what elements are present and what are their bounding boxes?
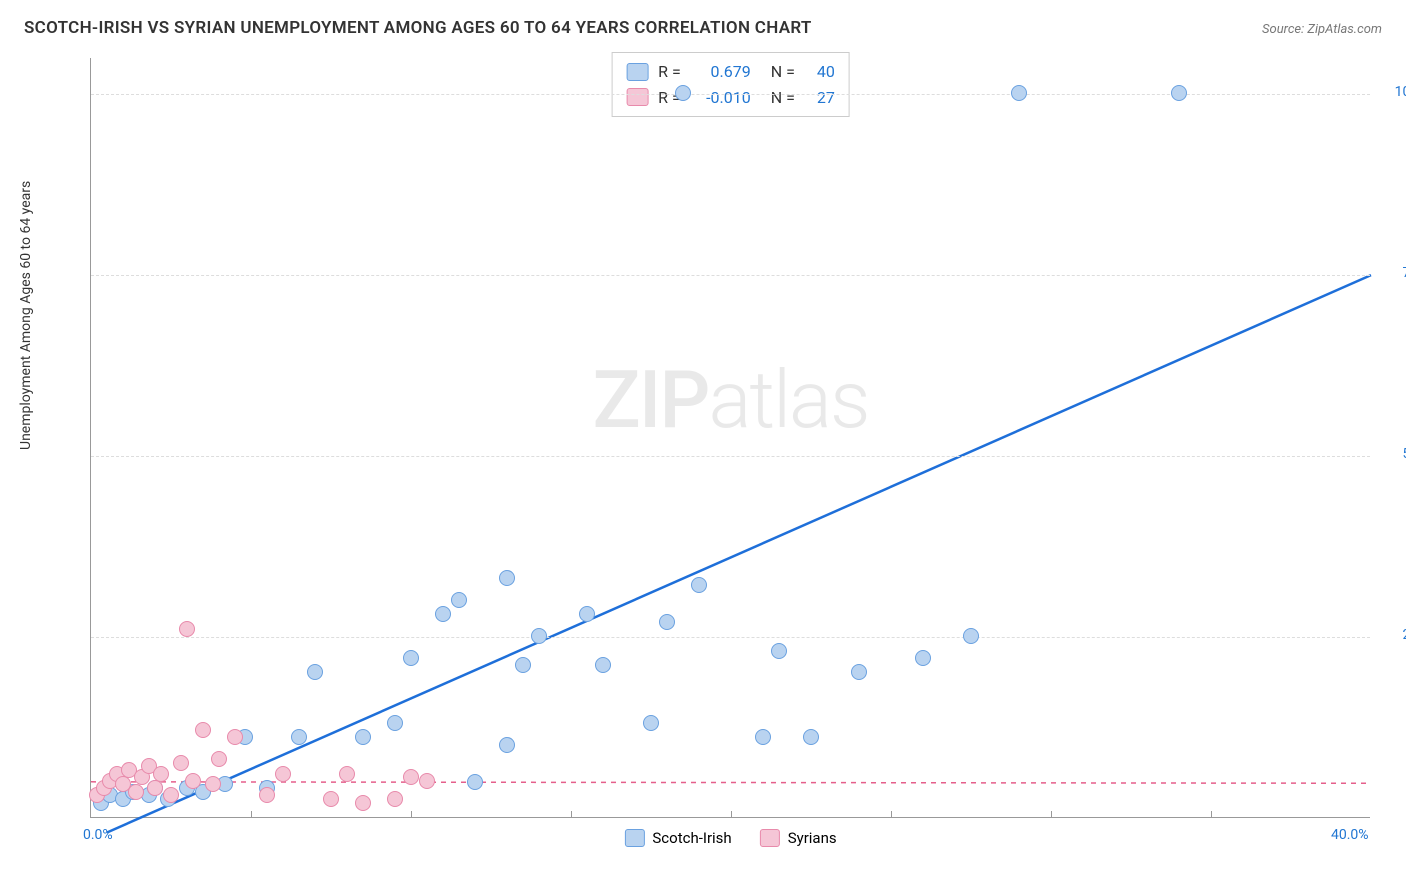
- gridline-h: [91, 275, 1370, 276]
- data-point: [163, 787, 179, 803]
- series-swatch: [626, 63, 648, 81]
- data-point: [205, 776, 221, 792]
- x-tick-minor: [571, 811, 572, 818]
- trendline-scotchirish: [107, 275, 1371, 832]
- data-point: [1011, 85, 1027, 101]
- data-point: [355, 795, 371, 811]
- data-point: [173, 755, 189, 771]
- data-point: [851, 664, 867, 680]
- y-tick-label: 75.0%: [1402, 265, 1406, 281]
- x-tick-minor: [891, 811, 892, 818]
- data-point: [691, 577, 707, 593]
- data-point: [387, 715, 403, 731]
- legend-label: Syrians: [788, 829, 837, 847]
- legend-swatch: [760, 829, 780, 847]
- data-point: [275, 766, 291, 782]
- trendlines-layer: [91, 58, 1370, 817]
- data-point: [259, 787, 275, 803]
- y-tick-label: 50.0%: [1402, 446, 1406, 462]
- data-point: [355, 729, 371, 745]
- x-tick-label: 0.0%: [83, 827, 113, 843]
- x-tick-minor: [731, 811, 732, 818]
- source-attribution: Source: ZipAtlas.com: [1262, 22, 1382, 37]
- legend: Scotch-Irish Syrians: [624, 829, 836, 847]
- data-point: [419, 773, 435, 789]
- data-point: [147, 780, 163, 796]
- x-tick-minor: [1051, 811, 1052, 818]
- trendline-syrians: [91, 782, 1371, 783]
- y-tick-label: 100.0%: [1395, 84, 1406, 100]
- data-point: [387, 791, 403, 807]
- stats-row: R = -0.010 N = 27: [626, 85, 835, 111]
- data-point: [643, 715, 659, 731]
- data-point: [531, 628, 547, 644]
- data-point: [185, 773, 201, 789]
- correlation-stats-box: R = 0.679 N = 40 R = -0.010 N = 27: [611, 52, 850, 117]
- data-point: [179, 621, 195, 637]
- x-tick-label: 40.0%: [1331, 827, 1369, 843]
- data-point: [195, 722, 211, 738]
- data-point: [595, 657, 611, 673]
- data-point: [803, 729, 819, 745]
- title-bar: SCOTCH-IRISH VS SYRIAN UNEMPLOYMENT AMON…: [0, 0, 1406, 50]
- y-tick-label: 25.0%: [1402, 627, 1406, 643]
- x-tick-minor: [411, 811, 412, 818]
- chart-container: ZIPatlas R = 0.679 N = 40 R = -0.010 N =…: [56, 58, 1386, 818]
- legend-swatch: [624, 829, 644, 847]
- y-axis-label: Unemployment Among Ages 60 to 64 years: [18, 181, 34, 450]
- data-point: [963, 628, 979, 644]
- data-point: [515, 657, 531, 673]
- data-point: [323, 791, 339, 807]
- data-point: [499, 570, 515, 586]
- n-value: 27: [805, 85, 835, 111]
- legend-label: Scotch-Irish: [652, 829, 731, 847]
- legend-item: Scotch-Irish: [624, 829, 731, 847]
- r-value: -0.010: [691, 85, 751, 111]
- r-label: R =: [658, 59, 681, 85]
- data-point: [771, 643, 787, 659]
- data-point: [153, 766, 169, 782]
- series-swatch: [626, 88, 648, 106]
- data-point: [499, 737, 515, 753]
- data-point: [579, 606, 595, 622]
- n-label: N =: [771, 85, 795, 111]
- data-point: [659, 614, 675, 630]
- data-point: [403, 769, 419, 785]
- x-tick-minor: [1211, 811, 1212, 818]
- data-point: [915, 650, 931, 666]
- chart-title: SCOTCH-IRISH VS SYRIAN UNEMPLOYMENT AMON…: [24, 18, 812, 38]
- n-label: N =: [771, 59, 795, 85]
- data-point: [435, 606, 451, 622]
- data-point: [211, 751, 227, 767]
- data-point: [339, 766, 355, 782]
- watermark: ZIPatlas: [593, 353, 869, 447]
- data-point: [755, 729, 771, 745]
- data-point: [307, 664, 323, 680]
- x-tick-minor: [251, 811, 252, 818]
- data-point: [128, 784, 144, 800]
- data-point: [1171, 85, 1187, 101]
- stats-row: R = 0.679 N = 40: [626, 59, 835, 85]
- r-value: 0.679: [691, 59, 751, 85]
- n-value: 40: [805, 59, 835, 85]
- data-point: [403, 650, 419, 666]
- gridline-h: [91, 637, 1370, 638]
- gridline-h: [91, 456, 1370, 457]
- legend-item: Syrians: [760, 829, 837, 847]
- data-point: [467, 774, 483, 790]
- data-point: [451, 592, 467, 608]
- data-point: [227, 729, 243, 745]
- data-point: [675, 85, 691, 101]
- plot-area: ZIPatlas R = 0.679 N = 40 R = -0.010 N =…: [90, 58, 1370, 818]
- data-point: [291, 729, 307, 745]
